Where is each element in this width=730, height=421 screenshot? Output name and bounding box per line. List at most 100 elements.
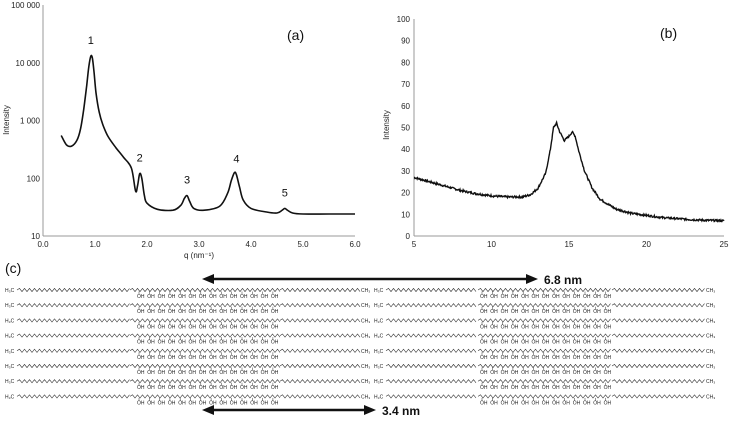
hydroxyl-label: OH: [219, 355, 227, 361]
panel-a-peak-label: 5: [282, 187, 288, 199]
hydroxyl-label: OH: [250, 309, 258, 315]
hydroxyl-chain-segment: [129, 318, 281, 323]
hydroxyl-label: OH: [583, 385, 591, 391]
hydroxyl-label: OH: [593, 309, 601, 315]
hydroxyl-label: OH: [230, 385, 238, 391]
hydroxyl-label: OH: [219, 400, 227, 406]
panel-a-y-tick-label: 100: [27, 174, 41, 183]
alkyl-chain: [385, 394, 477, 399]
hydroxyl-label: OH: [158, 385, 166, 391]
hydroxyl-label: OH: [209, 294, 217, 300]
methyl-label: CH₃: [706, 303, 715, 309]
methyl-label: CH₃: [361, 364, 370, 370]
hydroxyl-label: OH: [168, 370, 176, 376]
alkyl-chain: [16, 303, 130, 308]
hydroxyl-label: OH: [501, 309, 509, 315]
hydroxyl-label: OH: [593, 355, 601, 361]
hydroxyl-label: OH: [261, 400, 269, 406]
hydroxyl-label: OH: [490, 370, 498, 376]
methyl-label: CH₃: [361, 349, 370, 355]
hydroxyl-label: OH: [219, 370, 227, 376]
hydroxyl-label: OH: [178, 294, 186, 300]
hydroxyl-label: OH: [521, 309, 529, 315]
hydroxyl-label: OH: [552, 355, 560, 361]
panel-a-y-tick-label: 100 000: [11, 1, 40, 10]
hydroxyl-label: OH: [521, 355, 529, 361]
hydroxyl-label: OH: [178, 324, 186, 330]
hydroxyl-label: OH: [178, 370, 186, 376]
panel-a-x-tick-label: 6.0: [349, 240, 361, 249]
hydroxyl-label: OH: [604, 385, 612, 391]
hydroxyl-label: OH: [240, 340, 248, 346]
hydroxyl-label: OH: [532, 370, 540, 376]
hydroxyl-label: OH: [532, 294, 540, 300]
alkyl-chain: [279, 348, 361, 353]
hydroxyl-label: OH: [511, 370, 519, 376]
hydroxyl-label: OH: [490, 400, 498, 406]
panel-b-y-tick-label: 20: [401, 189, 410, 198]
bilayer-arrow: [202, 274, 538, 284]
hydroxyl-label: OH: [199, 340, 207, 346]
hydroxyl-label: OH: [158, 324, 166, 330]
hydroxyl-label: OH: [573, 340, 581, 346]
hydroxyl-label: OH: [178, 309, 186, 315]
hydroxyl-label: OH: [490, 309, 498, 315]
hydroxyl-label: OH: [542, 340, 550, 346]
hydroxyl-label: OH: [168, 340, 176, 346]
hydroxyl-label: OH: [532, 309, 540, 315]
panel-b-x-tick-label: 10: [487, 240, 496, 249]
hydroxyl-label: OH: [250, 324, 258, 330]
hydroxyl-label: OH: [189, 324, 197, 330]
hydroxyl-label: OH: [562, 355, 570, 361]
methyl-label: CH₃: [706, 334, 715, 340]
hydroxyl-label: OH: [137, 385, 145, 391]
hydroxyl-label: OH: [147, 340, 155, 346]
hydroxyl-label: OH: [178, 400, 186, 406]
panel-a-x-tick-label: 5.0: [297, 240, 309, 249]
hydroxyl-label: OH: [521, 340, 529, 346]
methyl-label: CH₃: [361, 334, 370, 340]
hydroxyl-chain-segment: [129, 287, 281, 293]
hydroxyl-label: OH: [573, 355, 581, 361]
hydroxyl-label: OH: [189, 385, 197, 391]
methyl-label: CH₃: [361, 288, 370, 294]
hydroxyl-label: OH: [199, 355, 207, 361]
panel-a-series-line: [60, 54, 355, 215]
hydroxyl-label: OH: [583, 370, 591, 376]
hydroxyl-label: OH: [583, 294, 591, 300]
hydroxyl-label: OH: [573, 294, 581, 300]
hydroxyl-chain-segment: [477, 333, 611, 338]
hydroxyl-label: OH: [261, 324, 269, 330]
alkyl-chain: [16, 333, 130, 338]
alkyl-chain: [279, 303, 361, 308]
hydroxyl-label: OH: [552, 294, 560, 300]
panel-a-x-tick-label: 0.0: [37, 240, 49, 249]
alkyl-chain: [279, 333, 361, 338]
hydroxyl-label: OH: [532, 340, 540, 346]
methyl-label: H₃C: [5, 303, 15, 309]
hydroxyl-label: OH: [490, 385, 498, 391]
hydroxyl-label: OH: [230, 324, 238, 330]
alkyl-chain: [16, 379, 130, 384]
hydroxyl-label: OH: [480, 400, 488, 406]
hydroxyl-label: OH: [178, 385, 186, 391]
hydroxyl-label: OH: [168, 385, 176, 391]
alkyl-chain: [385, 318, 477, 323]
hydroxyl-label: OH: [219, 294, 227, 300]
hydroxyl-label: OH: [552, 370, 560, 376]
hydroxyl-label: OH: [562, 309, 570, 315]
hydroxyl-label: OH: [199, 370, 207, 376]
methyl-label: H₃C: [374, 379, 384, 385]
hydroxyl-label: OH: [562, 385, 570, 391]
alkyl-chain: [16, 287, 130, 293]
alkyl-chain: [611, 318, 705, 323]
hydroxyl-label: OH: [137, 400, 145, 406]
methyl-label: H₃C: [5, 334, 15, 340]
hydroxyl-label: OH: [199, 400, 207, 406]
hydroxyl-label: OH: [511, 309, 519, 315]
hydroxyl-chain-segment: [477, 379, 611, 384]
hydroxyl-label: OH: [240, 400, 248, 406]
hydroxyl-label: OH: [137, 324, 145, 330]
